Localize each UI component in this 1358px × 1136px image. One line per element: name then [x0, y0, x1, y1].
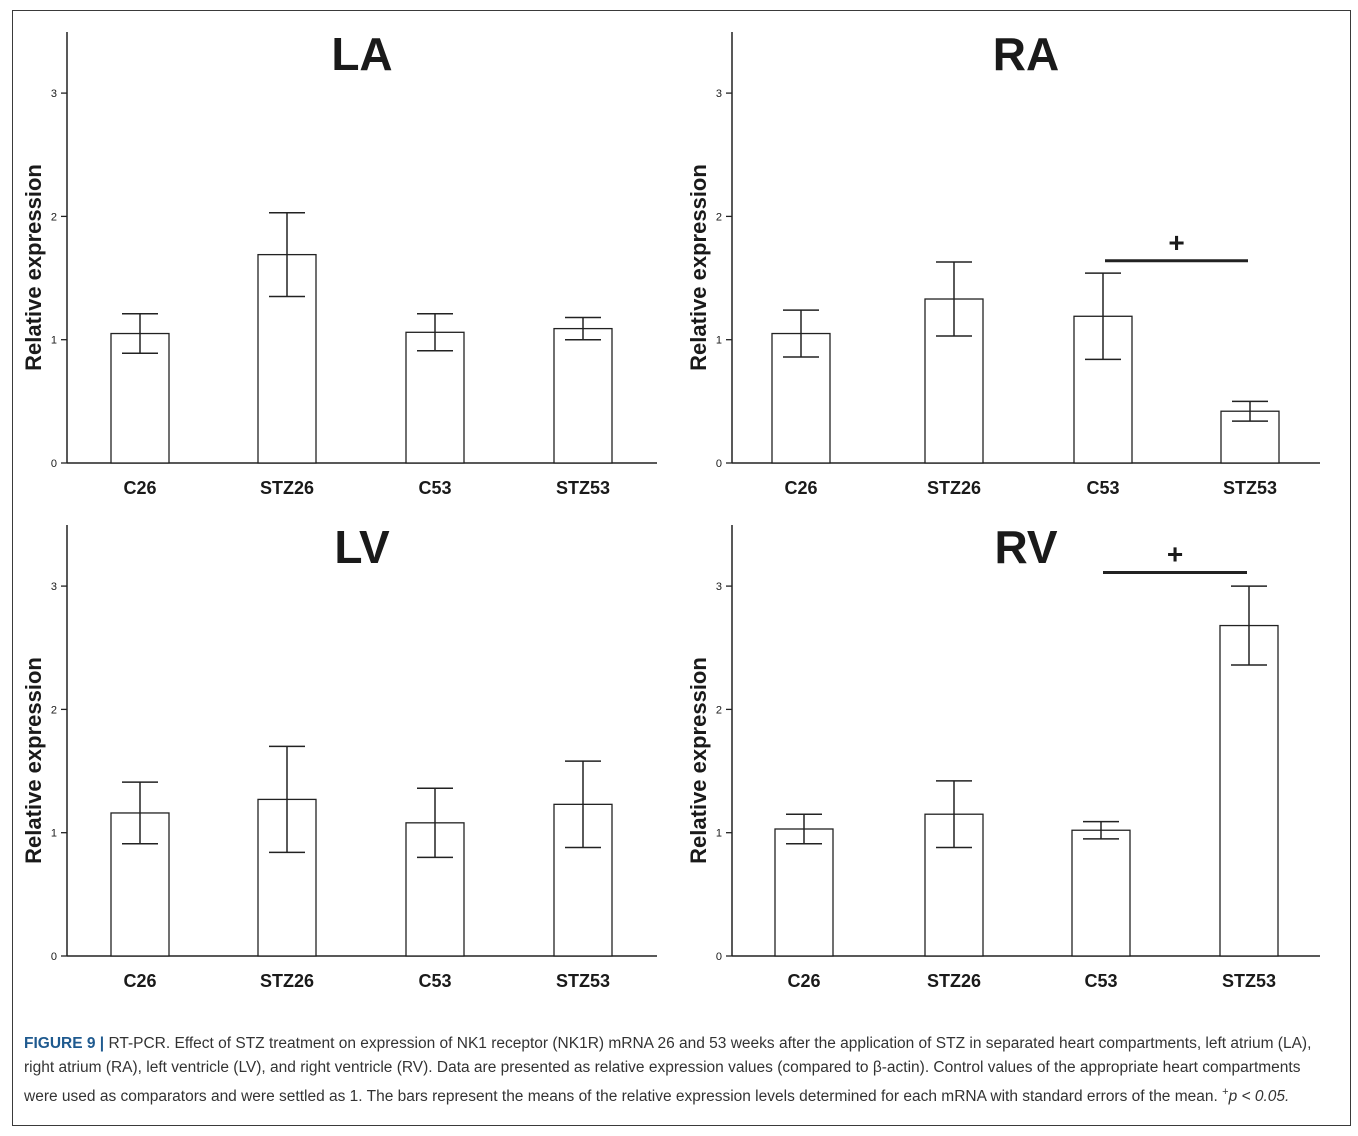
bar-la-stz53	[553, 327, 613, 464]
category-label-ra-stz26: STZ26	[927, 478, 981, 498]
y-tick-label-lv: 1	[51, 828, 57, 840]
chart-title-ra: RA	[993, 28, 1059, 80]
y-tick-label-ra: 2	[716, 211, 722, 223]
y-axis-label-la: Relative expression	[21, 164, 46, 371]
category-label-ra-c26: C26	[784, 478, 817, 498]
category-label-rv-stz53: STZ53	[1222, 971, 1276, 991]
chart-title-la: LA	[331, 28, 392, 80]
y-axis-label-lv: Relative expression	[21, 657, 46, 864]
category-label-lv-stz53: STZ53	[556, 971, 610, 991]
significance-symbol-rv: +	[1167, 539, 1183, 570]
significance-symbol-ra: +	[1168, 227, 1184, 258]
y-tick-label-rv: 3	[716, 581, 722, 593]
chart-title-rv: RV	[994, 521, 1057, 573]
category-label-rv-c53: C53	[1084, 971, 1117, 991]
chart-title-lv: LV	[334, 521, 390, 573]
category-label-lv-c53: C53	[418, 971, 451, 991]
y-tick-label-rv: 2	[716, 704, 722, 716]
y-tick-label-la: 0	[51, 458, 57, 470]
category-label-lv-stz26: STZ26	[260, 971, 314, 991]
category-label-ra-stz53: STZ53	[1223, 478, 1277, 498]
bar-rv-c26	[774, 828, 834, 957]
y-tick-label-rv: 0	[716, 951, 722, 963]
figure-caption: FIGURE 9 | RT-PCR. Effect of STZ treatme…	[24, 1032, 1334, 1109]
y-tick-label-la: 2	[51, 211, 57, 223]
y-tick-label-lv: 0	[51, 951, 57, 963]
y-tick-label-ra: 0	[716, 458, 722, 470]
category-label-la-c53: C53	[418, 478, 451, 498]
caption-p-value: p < 0.05.	[1228, 1088, 1290, 1106]
bar-la-c53	[405, 331, 465, 464]
figure-label: FIGURE 9 |	[24, 1035, 105, 1052]
category-label-la-c26: C26	[123, 478, 156, 498]
category-label-rv-stz26: STZ26	[927, 971, 981, 991]
y-tick-label-lv: 2	[51, 704, 57, 716]
y-tick-label-rv: 1	[716, 828, 722, 840]
category-label-rv-c26: C26	[787, 971, 820, 991]
y-tick-label-ra: 3	[716, 88, 722, 100]
y-axis-label-rv: Relative expression	[686, 657, 711, 864]
category-label-la-stz53: STZ53	[556, 478, 610, 498]
caption-significance-symbol: +	[1222, 1086, 1229, 1098]
y-tick-label-ra: 1	[716, 335, 722, 347]
figure-frame	[12, 10, 1351, 1126]
bar-rv-stz53	[1219, 624, 1279, 957]
y-tick-label-la: 3	[51, 88, 57, 100]
caption-text: RT-PCR. Effect of STZ treatment on expre…	[24, 1035, 1312, 1106]
y-tick-label-la: 1	[51, 335, 57, 347]
chart-grid: LA 0 1 2 3 Relative expression C26 STZ26 C53 STZ5…	[21, 28, 1320, 991]
y-axis-label-ra: Relative expression	[686, 164, 711, 371]
category-label-la-stz26: STZ26	[260, 478, 314, 498]
category-label-ra-c53: C53	[1086, 478, 1119, 498]
category-label-lv-c26: C26	[123, 971, 156, 991]
bar-rv-c53	[1071, 829, 1131, 957]
y-tick-label-lv: 3	[51, 581, 57, 593]
